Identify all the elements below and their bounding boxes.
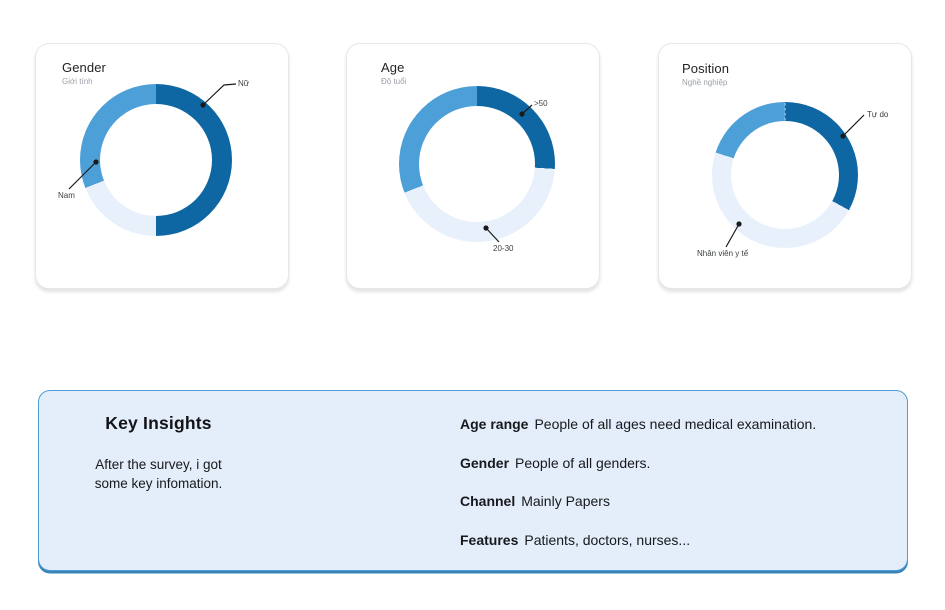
chart-title: Age [381,60,405,75]
insight-text: Mainly Papers [521,493,610,509]
insight-text: Patients, doctors, nurses... [524,531,691,548]
key-insights-panel: Key Insights After the survey, i got som… [38,390,908,571]
insight-item-channel: Channel Mainly Papers [460,493,816,512]
insights-list: Age range People of all ages need medical… [460,416,816,570]
insights-description: After the survey, i got some key infomat… [51,455,266,493]
chart-card-gender: Gender Giới tính Nữ Nam [35,43,289,289]
insight-item-gender: Gender People of all genders. [460,455,816,474]
insight-label: Gender [460,454,510,471]
chart-title: Gender [62,60,106,75]
insight-item-age-range: Age range People of all ages need medical… [460,416,816,435]
chart-header: Gender Giới tính [62,60,106,86]
callout-label-nhan-vien-y-te: Nhân viên y tế [697,249,749,258]
insights-description-line1: After the survey, i got [95,457,222,472]
callout-label-nu: Nữ [238,79,250,88]
chart-subtitle: Giới tính [62,77,93,86]
insight-item-features: Features Patients, doctors, nurses... [460,532,816,551]
chart-card-position: Position Nghề nghiệp Tự do Nhân viên y t… [658,43,912,289]
chart-subtitle: Độ tuổi [381,77,407,86]
insights-title: Key Insights [105,413,212,433]
age-donut-chart [399,86,555,242]
insight-text: People of all ages need medical examinat… [534,416,817,432]
insights-description-line2: some key infomation. [94,476,223,491]
chart-header: Age Độ tuổi [381,60,406,86]
chart-title: Position [682,61,730,76]
position-donut-chart [712,102,858,248]
gender-donut-chart [80,84,232,236]
insights-intro: Key Insights After the survey, i got som… [51,413,266,493]
callout-label-nam: Nam [58,191,75,200]
insight-label: Channel [460,493,516,509]
callout-label-over50: >50 [534,99,548,108]
callout-label-tu-do: Tự do [867,110,889,119]
insight-label: Age range [460,416,529,432]
chart-subtitle: Nghề nghiệp [682,78,728,87]
chart-card-age: Age Độ tuổi >50 20-30 [346,43,600,289]
insight-label: Features [460,531,519,548]
callout-label-20-30: 20-30 [493,244,514,253]
chart-header: Position Nghề nghiệp [682,61,729,87]
insight-text: People of all genders. [515,454,651,471]
